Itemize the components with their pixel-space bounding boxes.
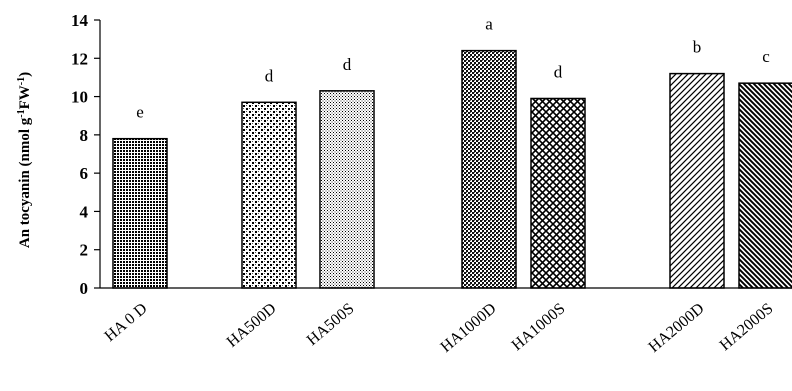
bar [112,137,168,289]
y-tick-label: 10 [71,88,88,107]
x-tick-label: HA2000S [717,300,777,354]
y-tick-label: 14 [71,11,89,30]
x-tick-label: HA 0 D [102,300,151,345]
y-axis-label: An tocyanin (nmol g-1FW-1) [16,72,33,248]
x-tick-label: HA1000S [509,300,569,354]
y-tick-label: 4 [80,202,89,221]
significance-label: b [693,38,702,57]
x-tick-label: HA1000D [438,300,500,356]
y-tick-label: 8 [80,126,89,145]
y-tick-label: 0 [80,279,89,298]
y-tick-label: 6 [80,164,89,183]
bars [112,49,792,289]
significance-label: c [762,47,770,66]
y-tick-label: 2 [80,241,89,260]
x-tick-label: HA500S [304,300,358,349]
bar [319,90,375,289]
significance-label: d [265,66,274,85]
x-tick-label: HA2000D [646,300,708,356]
bar [738,82,792,289]
bar [530,97,586,289]
bar [669,72,725,289]
x-tick-label: HA500D [224,300,280,351]
significance-label: d [554,62,563,81]
significance-label: d [343,55,352,74]
y-tick-label: 12 [71,49,88,68]
x-axis: HA 0 D HA500D HA500S HA1000D HA1000S HA2000D H… [100,287,792,356]
significance-label: e [136,103,144,122]
bar [461,49,517,289]
significance-labels: e d d a d b c [136,15,770,122]
y-axis: 0 2 4 6 8 10 12 14 [71,11,101,298]
bar [241,101,297,289]
significance-label: a [485,15,493,34]
